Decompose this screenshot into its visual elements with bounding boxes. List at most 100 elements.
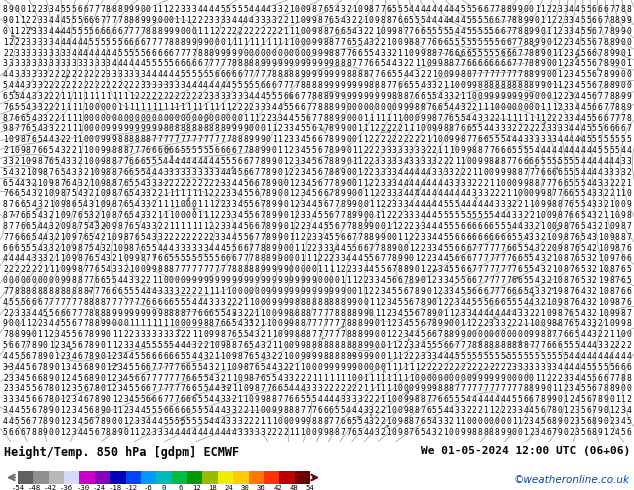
Text: 2: 2 xyxy=(398,135,403,144)
Text: 2: 2 xyxy=(66,81,71,90)
Text: 8: 8 xyxy=(203,49,208,58)
Text: 9: 9 xyxy=(272,178,276,188)
Text: 0: 0 xyxy=(546,49,551,58)
Text: 5: 5 xyxy=(220,157,225,166)
Text: 5: 5 xyxy=(243,190,248,198)
Text: 6: 6 xyxy=(254,363,259,372)
Text: 7: 7 xyxy=(100,16,105,25)
Text: 4: 4 xyxy=(581,373,585,383)
Text: 3: 3 xyxy=(443,276,448,285)
Text: 9: 9 xyxy=(340,363,345,372)
Text: 6: 6 xyxy=(66,178,71,188)
Text: 9: 9 xyxy=(191,38,197,47)
Text: 0: 0 xyxy=(180,27,185,36)
Text: 9: 9 xyxy=(523,92,528,101)
Text: 9: 9 xyxy=(100,406,105,415)
Text: 9: 9 xyxy=(557,233,562,242)
Text: 2: 2 xyxy=(512,124,517,133)
Text: 4: 4 xyxy=(443,254,448,264)
Text: 9: 9 xyxy=(174,27,179,36)
Text: 9: 9 xyxy=(329,92,333,101)
Text: 3: 3 xyxy=(301,200,305,209)
Text: 6: 6 xyxy=(186,384,191,393)
Text: 2: 2 xyxy=(534,124,540,133)
Text: 5: 5 xyxy=(581,417,585,426)
Text: 0: 0 xyxy=(249,395,254,404)
Text: 6: 6 xyxy=(152,352,157,361)
Text: 5: 5 xyxy=(134,352,139,361)
Text: 0: 0 xyxy=(489,168,494,177)
Text: 7: 7 xyxy=(346,222,351,231)
Text: 2: 2 xyxy=(358,384,362,393)
Text: 9: 9 xyxy=(249,276,254,285)
Text: 2: 2 xyxy=(26,265,30,274)
Text: 1: 1 xyxy=(369,373,374,383)
Text: 9: 9 xyxy=(49,178,53,188)
Text: 3: 3 xyxy=(529,135,534,144)
Text: 5: 5 xyxy=(581,16,585,25)
Text: 9: 9 xyxy=(289,276,294,285)
Text: 8: 8 xyxy=(426,309,431,318)
Text: 1: 1 xyxy=(534,5,540,14)
Text: 6: 6 xyxy=(472,276,477,285)
Text: 5: 5 xyxy=(129,373,134,383)
Text: 2: 2 xyxy=(66,384,71,393)
Text: 8: 8 xyxy=(380,244,385,252)
Text: 5: 5 xyxy=(437,406,443,415)
Text: 8: 8 xyxy=(346,330,351,339)
Text: 5: 5 xyxy=(312,190,316,198)
Text: 2: 2 xyxy=(100,233,105,242)
Text: 4: 4 xyxy=(586,222,591,231)
Text: 8: 8 xyxy=(403,92,408,101)
Text: 4: 4 xyxy=(37,244,42,252)
Text: 6: 6 xyxy=(460,49,465,58)
Text: 1: 1 xyxy=(375,373,380,383)
Text: 4: 4 xyxy=(60,16,65,25)
Text: 1: 1 xyxy=(37,330,42,339)
Text: 7: 7 xyxy=(615,254,619,264)
Text: 2: 2 xyxy=(432,363,437,372)
Text: 9: 9 xyxy=(272,287,276,296)
Text: 7: 7 xyxy=(352,233,356,242)
Text: 5: 5 xyxy=(32,222,36,231)
Text: 1: 1 xyxy=(534,373,540,383)
Text: 7: 7 xyxy=(598,70,602,79)
Text: 2: 2 xyxy=(66,146,71,155)
Text: 4: 4 xyxy=(420,81,425,90)
Text: 9: 9 xyxy=(197,276,202,285)
Text: 9: 9 xyxy=(466,146,471,155)
Text: 6: 6 xyxy=(626,244,631,252)
Text: 6: 6 xyxy=(152,298,157,307)
Text: 6: 6 xyxy=(460,222,465,231)
Text: 8: 8 xyxy=(106,309,111,318)
Text: 6: 6 xyxy=(89,16,94,25)
Text: 4: 4 xyxy=(472,309,477,318)
Text: 0: 0 xyxy=(534,16,540,25)
Text: 9: 9 xyxy=(106,124,111,133)
Text: 9: 9 xyxy=(283,330,288,339)
Text: 6: 6 xyxy=(626,254,631,264)
Text: 4: 4 xyxy=(3,417,8,426)
Text: 1: 1 xyxy=(203,27,208,36)
Text: 1: 1 xyxy=(540,222,545,231)
Text: 7: 7 xyxy=(180,265,185,274)
Text: 4: 4 xyxy=(249,330,254,339)
Text: -36: -36 xyxy=(60,485,74,490)
Text: 3: 3 xyxy=(569,59,574,69)
Text: 3: 3 xyxy=(420,146,425,155)
Text: 5: 5 xyxy=(586,27,591,36)
Text: 4: 4 xyxy=(140,178,145,188)
Text: 4: 4 xyxy=(209,244,214,252)
Text: 4: 4 xyxy=(569,352,574,361)
Text: 4: 4 xyxy=(340,16,345,25)
Text: 5: 5 xyxy=(581,81,585,90)
Text: 9: 9 xyxy=(472,81,477,90)
Text: 7: 7 xyxy=(592,395,597,404)
Text: 4: 4 xyxy=(9,352,13,361)
Text: 2: 2 xyxy=(546,265,551,274)
Text: 1: 1 xyxy=(254,406,259,415)
Text: 6: 6 xyxy=(466,254,471,264)
Text: 9: 9 xyxy=(455,135,460,144)
Text: 9: 9 xyxy=(500,428,505,437)
Text: 4: 4 xyxy=(500,309,505,318)
